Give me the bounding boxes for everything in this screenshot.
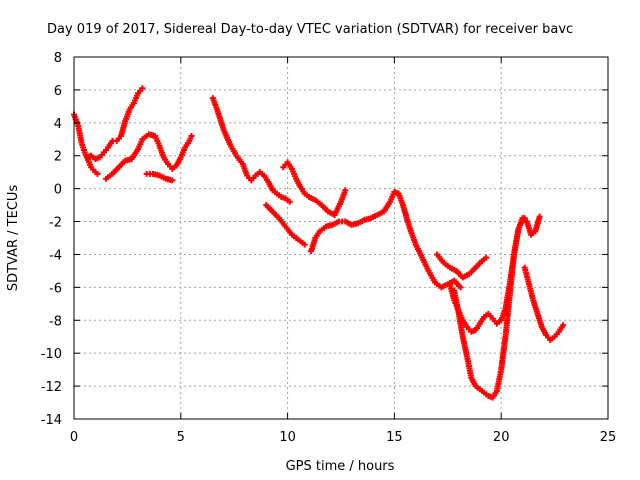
y-tick-label: -4: [49, 248, 62, 263]
axis-ticks: 0 5 10 15 20 25 -14 -12 -10 -8 -6 -4 -2 0 2 4 6 8: [41, 51, 617, 445]
y-tick-label: -6: [49, 281, 62, 296]
y-tick-label: -12: [41, 380, 62, 395]
data-point: [342, 187, 349, 194]
x-tick-label: 5: [177, 430, 185, 445]
data-series: [308, 188, 464, 291]
y-tick-label: -2: [49, 216, 62, 231]
data-series: [434, 251, 490, 281]
grid-lines: [74, 57, 608, 419]
x-tick-label: 20: [493, 430, 510, 445]
data-series: [521, 264, 567, 344]
x-axis-title: GPS time / hours: [286, 459, 395, 474]
x-tick-label: 15: [386, 430, 403, 445]
y-axis-title: SDTVAR / TECUs: [6, 185, 21, 292]
y-tick-label: 4: [54, 117, 62, 132]
x-tick-label: 0: [70, 430, 78, 445]
y-tick-label: -14: [41, 413, 62, 428]
x-tick-label: 25: [600, 430, 617, 445]
y-tick-label: 6: [54, 84, 62, 99]
data-series: [143, 170, 176, 184]
y-tick-label: 8: [54, 51, 62, 66]
data-series: [209, 95, 293, 205]
data-point: [521, 215, 528, 222]
y-tick-label: -10: [41, 347, 62, 362]
data-marks: [71, 85, 567, 401]
chart-title: Day 019 of 2017, Sidereal Day-to-day VTE…: [47, 22, 573, 37]
y-tick-label: 0: [54, 183, 62, 198]
data-series: [103, 131, 195, 182]
data-point: [139, 85, 146, 92]
data-point: [483, 254, 490, 261]
plot-frame: [73, 56, 609, 420]
data-point: [188, 132, 195, 139]
data-series: [263, 202, 308, 248]
data-series: [280, 159, 349, 218]
y-tick-label: -8: [49, 314, 62, 329]
data-point: [301, 241, 308, 248]
data-point: [560, 322, 567, 329]
data-point: [457, 284, 464, 291]
data-point: [94, 170, 101, 177]
data-point: [169, 177, 176, 184]
data-point: [286, 198, 293, 205]
y-tick-label: 2: [54, 150, 62, 165]
data-point: [536, 213, 543, 220]
data-series: [451, 215, 528, 401]
x-tick-label: 10: [279, 430, 296, 445]
data-series: [83, 154, 101, 177]
